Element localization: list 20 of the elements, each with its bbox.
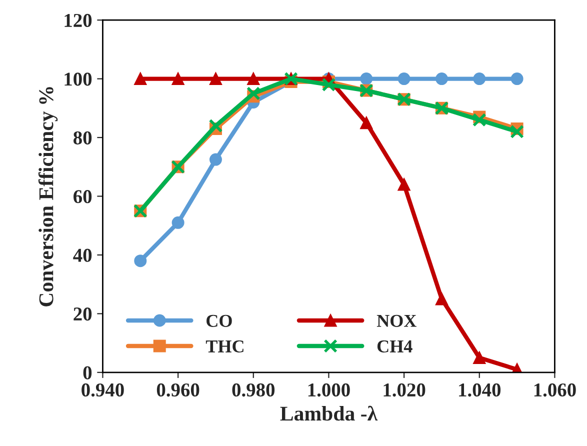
y-tick-label: 120 xyxy=(64,14,92,28)
y-tick-label: 0 xyxy=(83,366,92,380)
x-tick-label: 0.960 xyxy=(156,383,200,397)
x-tick-label: 0.940 xyxy=(82,383,124,397)
y-tick-label: 60 xyxy=(74,190,92,204)
legend-label: THC xyxy=(206,340,244,352)
y-tick-label: 80 xyxy=(74,131,92,144)
y-axis-title: Conversion Efficiency % xyxy=(38,87,58,306)
x-axis-title: Lambda -λ xyxy=(280,406,378,421)
y-tick-label: 100 xyxy=(64,72,92,86)
y-tick-label: 40 xyxy=(73,248,92,262)
x-tick-label: 1.060 xyxy=(534,383,576,397)
x-tick-label: 0.980 xyxy=(232,383,275,397)
x-tick-label: 1.040 xyxy=(459,383,501,397)
x-tick-label: 1.000 xyxy=(308,383,350,397)
legend-label: NOX xyxy=(376,314,416,327)
x-tick-label: 1.020 xyxy=(384,383,426,397)
y-tick-label: 20 xyxy=(74,308,92,321)
legend-label: CO xyxy=(206,314,232,327)
legend-label: CH4 xyxy=(377,340,412,352)
